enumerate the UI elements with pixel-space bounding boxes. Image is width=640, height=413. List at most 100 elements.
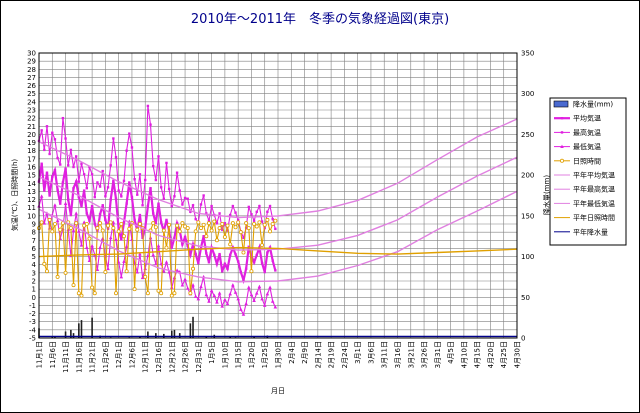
data-point (80, 162, 83, 165)
x-tick-label: 4月25日 (500, 341, 508, 368)
data-point (164, 245, 169, 250)
data-point (191, 283, 195, 287)
data-point (167, 270, 171, 274)
data-point (265, 217, 270, 222)
data-point (77, 195, 81, 199)
data-point (64, 167, 67, 170)
y-tick-left: 15 (27, 172, 36, 180)
y-tick-left: 27 (27, 74, 36, 82)
data-point (74, 211, 78, 215)
x-tick-label: 1月15日 (235, 341, 243, 368)
data-point (225, 223, 230, 228)
data-point (273, 305, 278, 309)
data-point (138, 213, 142, 217)
x-tick-label: 4月20日 (487, 341, 495, 368)
y-axis-right-label: 降水量(mm) (542, 175, 551, 215)
data-point (214, 238, 219, 243)
data-point (141, 236, 144, 240)
data-point (246, 285, 251, 289)
data-point (101, 169, 104, 173)
data-point (59, 202, 62, 205)
legend-label: 日照時間 (573, 157, 601, 165)
data-point (161, 228, 166, 233)
data-point (249, 292, 254, 297)
data-point (270, 299, 275, 303)
data-point (178, 189, 181, 192)
data-point (198, 226, 203, 231)
x-tick-label: 2月4日 (288, 341, 296, 364)
data-point (80, 204, 83, 208)
data-point (112, 179, 115, 183)
series-line (38, 246, 518, 258)
data-point (72, 165, 75, 169)
data-point (120, 195, 123, 198)
legend-label: 最低気温 (573, 142, 601, 151)
data-point (218, 212, 221, 215)
data-point (222, 235, 227, 240)
data-point (124, 269, 129, 274)
data-point (257, 220, 262, 225)
data-point (140, 275, 145, 280)
data-point (114, 291, 119, 296)
data-point (106, 223, 111, 228)
data-point (209, 288, 214, 293)
data-point (90, 204, 94, 208)
data-point (239, 270, 243, 274)
series-5 (38, 118, 518, 219)
data-point (254, 224, 259, 229)
axes: 3029282726252423222120191817161514131211… (27, 50, 534, 373)
data-point (271, 217, 274, 221)
data-point (114, 156, 118, 159)
data-point (260, 220, 264, 223)
data-point (154, 261, 158, 266)
data-point (212, 219, 217, 224)
data-point (77, 180, 81, 183)
data-point (104, 195, 107, 198)
data-point (85, 212, 88, 215)
data-point (149, 123, 152, 126)
data-point (50, 229, 55, 234)
data-point (137, 221, 142, 226)
data-point (175, 221, 179, 225)
data-point (241, 312, 246, 316)
data-point (164, 260, 169, 264)
data-point (204, 234, 209, 239)
y-tick-right: 0 (521, 335, 525, 343)
data-point (114, 237, 118, 241)
data-point (101, 204, 104, 207)
data-point (268, 229, 273, 234)
data-point (157, 155, 160, 158)
precip-bar (173, 329, 176, 338)
data-point (181, 203, 184, 206)
data-point (56, 188, 59, 191)
data-point (167, 187, 171, 191)
data-point (270, 221, 275, 226)
data-point (228, 242, 233, 247)
data-point (111, 226, 116, 231)
data-point (96, 181, 99, 184)
data-point (229, 253, 232, 257)
data-point (61, 116, 65, 120)
x-tick-label: 2月24日 (341, 341, 349, 368)
plot-border (38, 52, 518, 339)
data-point (74, 180, 78, 183)
legend-box (549, 97, 627, 246)
precip-bar (70, 329, 72, 338)
data-point (48, 194, 51, 197)
data-point (88, 165, 91, 169)
x-tick-label: 2月19日 (328, 341, 336, 368)
data-point (39, 220, 44, 225)
y-tick-left: 13 (27, 188, 36, 196)
data-point (180, 221, 185, 226)
legend-marker (560, 131, 564, 134)
legend-label: 平均気温 (573, 114, 601, 123)
data-point (234, 252, 237, 256)
data-point (47, 217, 52, 222)
x-tick-label: 11月26日 (102, 341, 110, 373)
y-tick-left: -2 (29, 310, 36, 318)
data-point (114, 197, 118, 200)
data-point (71, 283, 76, 288)
precip-bar (64, 331, 67, 338)
